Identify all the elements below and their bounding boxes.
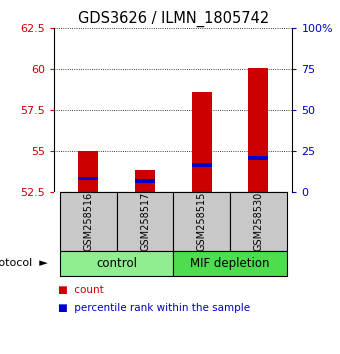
Bar	[60, 192, 117, 251]
Bar	[192, 164, 211, 167]
Bar	[79, 151, 98, 192]
Bar	[117, 192, 173, 251]
Bar	[249, 68, 268, 192]
Bar	[135, 179, 155, 183]
Bar	[173, 251, 287, 276]
Text: control: control	[96, 257, 137, 270]
Text: ■  count: ■ count	[58, 285, 104, 295]
Text: MIF depletion: MIF depletion	[190, 257, 270, 270]
Text: ■  percentile rank within the sample: ■ percentile rank within the sample	[58, 303, 250, 313]
Title: GDS3626 / ILMN_1805742: GDS3626 / ILMN_1805742	[78, 11, 269, 27]
Bar	[173, 192, 230, 251]
Bar	[60, 251, 173, 276]
Text: GSM258516: GSM258516	[83, 192, 94, 251]
Text: GSM258530: GSM258530	[253, 192, 264, 251]
Bar	[249, 156, 268, 160]
Bar	[192, 92, 211, 192]
Text: protocol  ►: protocol ►	[0, 258, 48, 268]
Text: GSM258517: GSM258517	[140, 192, 150, 251]
Bar	[79, 177, 98, 180]
Bar	[230, 192, 287, 251]
Bar	[135, 170, 155, 192]
Text: GSM258515: GSM258515	[197, 192, 207, 251]
